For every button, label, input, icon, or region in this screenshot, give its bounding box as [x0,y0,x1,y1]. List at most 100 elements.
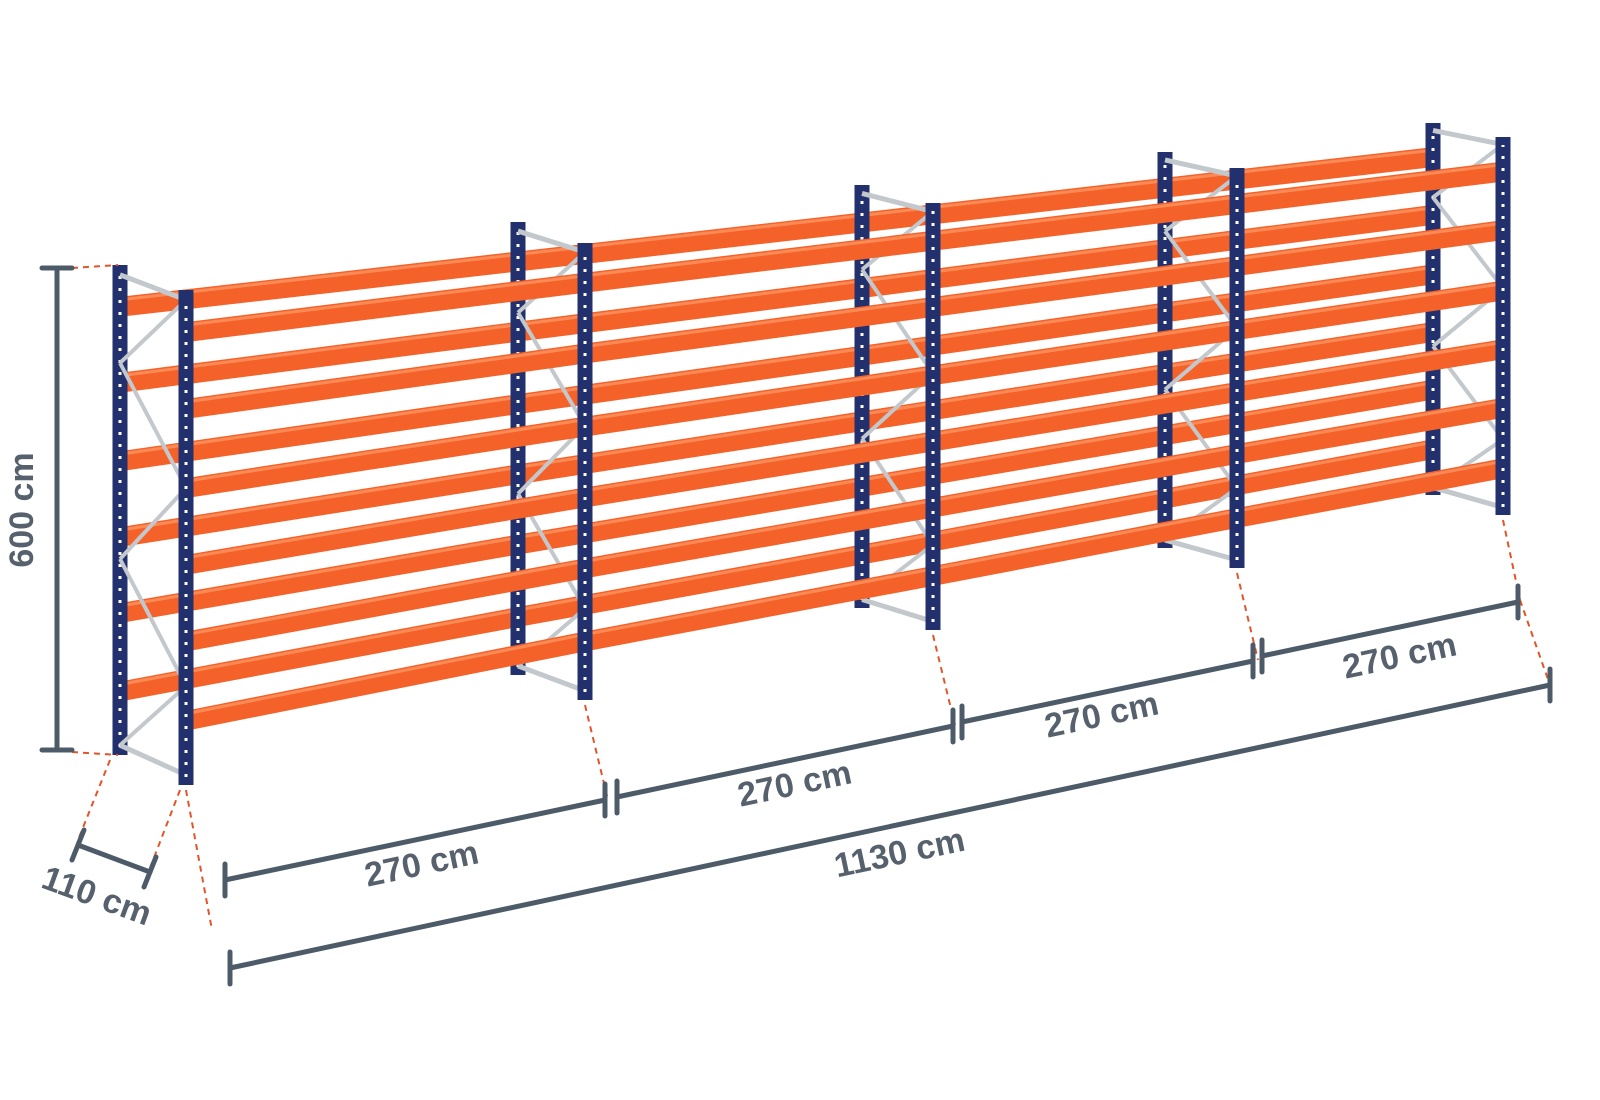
beam-highlight [932,509,1238,571]
beam-highlight [584,499,934,563]
beam [585,296,933,364]
beam [585,365,933,437]
beam-highlight [584,298,934,349]
beam [120,251,518,317]
beam [120,534,518,624]
beam-highlight [861,179,1166,217]
beam [186,487,585,575]
extension-line [77,759,111,841]
beam [120,464,518,548]
brace [861,191,934,214]
beam [518,476,862,555]
beam-highlight [584,567,934,636]
beam-highlight [517,279,863,327]
brace [517,228,586,255]
beam [1237,220,1503,276]
beam-highlight [861,426,1166,482]
beam [518,278,862,342]
extension-line [1519,599,1551,686]
brace [118,742,188,778]
beam-highlight [1164,265,1434,307]
beam-highlight [1236,459,1504,513]
brace [1432,127,1504,148]
brace [119,272,187,303]
brace [516,311,587,427]
height-label: 600 cm [3,452,41,567]
beam-highlight [932,445,1238,503]
beam [1237,397,1503,464]
beam [933,256,1237,317]
extension-line [185,789,213,931]
height-dimension: 600 cm [3,264,119,756]
beam-highlight [861,490,1166,550]
beam [933,444,1237,518]
beam [1237,161,1503,214]
brace [118,558,188,687]
beam [1237,458,1503,528]
extension-line [1236,572,1259,661]
beam-highlight [1236,340,1504,387]
beam-highlight [517,412,863,469]
bay-label: 270 cm [734,753,855,814]
beam-highlight [1236,399,1504,449]
beam [518,212,862,272]
beam-highlight [185,559,586,637]
beam [585,431,933,508]
brace [1164,537,1238,563]
beam [933,508,1237,586]
beam [186,558,585,652]
extension-line [71,264,119,269]
dimension-line [227,682,1553,971]
dimension-line [1259,599,1521,659]
brace [118,298,188,365]
beam [933,382,1237,452]
beam-highlight [517,478,863,540]
brace [118,684,188,747]
beam-highlight [1164,206,1434,244]
beam-highlight [1164,440,1434,494]
beam-highlight [517,546,863,612]
dimension-line [222,797,608,883]
dimension-line [959,658,1256,725]
beam-highlight [1164,323,1434,369]
beam [120,394,518,472]
bay-label: 270 cm [361,833,482,894]
beam-highlight [185,274,586,327]
dimension-cap [69,827,87,863]
rack [112,123,1511,785]
beam-highlight [1236,221,1504,261]
brace [1164,157,1238,179]
dimension-cap [141,854,159,890]
beam-highlight [185,418,586,483]
beam-highlight [932,321,1238,370]
beam-highlight [932,195,1238,236]
beam-highlight [1236,282,1504,325]
brace [861,597,934,624]
beam [186,631,585,731]
brace [118,362,188,489]
beam [518,544,862,628]
beam [1237,280,1503,340]
beam-highlight [584,366,934,422]
brace [860,268,935,375]
beam [186,416,585,499]
beam-highlight [861,240,1166,283]
depth-dimension: 110 cm [37,759,181,933]
beam [933,320,1237,386]
beam-highlight [185,489,586,560]
beam-highlight [517,347,863,399]
beam [585,497,933,579]
beam-highlight [932,383,1238,436]
beam [518,411,862,485]
dimension-line [75,842,153,875]
beam [933,194,1237,251]
beam-highlight [1164,381,1434,430]
beam [186,272,585,343]
dimension-line [614,723,956,800]
beam [120,321,518,393]
extension-line [71,751,119,756]
total-label: 1130 cm [831,821,968,886]
beam-highlight [1236,163,1504,199]
beam [120,607,518,702]
